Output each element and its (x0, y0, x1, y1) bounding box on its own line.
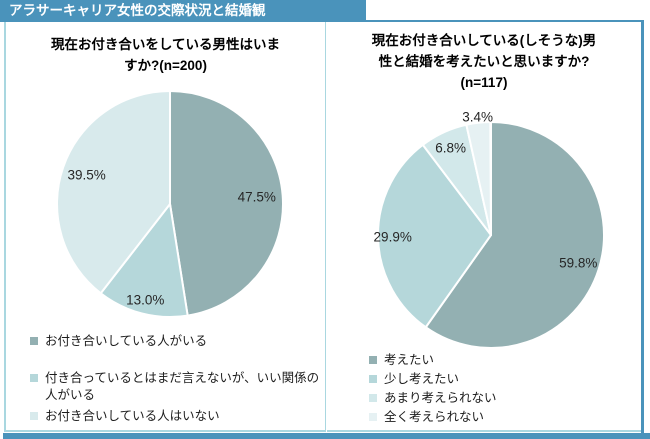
chart-title-line: 現在お付き合いしている(しそうな)男 (371, 33, 597, 48)
legend-label: あまり考えられない (384, 391, 497, 405)
pie-slice-value-label: 13.0% (126, 292, 165, 308)
chart-title-line: 性と結婚を考えたいと思いますか? (378, 53, 590, 69)
bottom-border-bar (3, 433, 650, 439)
pie-slice (377, 143, 492, 329)
legend-swatch (30, 337, 38, 345)
legend-swatch (30, 412, 38, 420)
top-border-line (366, 20, 644, 22)
pie-slice-value-label: 29.9% (373, 229, 412, 245)
legend-item: お付き合いしている人はいない (30, 408, 322, 425)
right-border-line (641, 20, 644, 433)
pie-slice (99, 203, 189, 318)
legend-item: あまり考えられない (369, 391, 629, 405)
legend-swatch (369, 375, 377, 383)
panel-dating-status-chart: 現在お付き合いをしている男性はいま すか?(n=200) 47.5% 13.0% 39.… (4, 22, 326, 432)
legend-item: お付き合いしている人がいる (30, 333, 322, 350)
legend-label: 付き合っているとはまだ言えないが、いい関係の人がいる (45, 371, 320, 402)
header-title: アラサーキャリア女性の交際状況と結婚観 (9, 3, 266, 18)
pie-slice (56, 90, 171, 295)
legend-swatch (369, 413, 377, 421)
legend-label: 全く考えられない (384, 410, 485, 424)
header-bar: アラサーキャリア女性の交際状況と結婚観 (0, 0, 366, 22)
pie-chart (56, 90, 284, 318)
pie-slice-value-label: 39.5% (67, 167, 106, 183)
chart-title-line: (n=117) (460, 74, 508, 90)
chart-title-line: 現在お付き合いをしている男性はいま (50, 37, 281, 52)
pie-slice-value-label: 47.5% (237, 189, 276, 205)
legend-swatch (369, 356, 377, 364)
legend-item: 少し考えたい (369, 372, 629, 386)
legend-swatch (30, 374, 38, 382)
legend-item: 考えたい (369, 353, 629, 367)
pie-slice-value-label: 3.4% (462, 109, 493, 125)
pie-chart (377, 121, 605, 349)
legend-label: 少し考えたい (384, 372, 460, 386)
panel-marriage-intent-chart: 現在お付き合いしている(しそうな)男 性と結婚を考えたいと思いますか? (n=117… (327, 22, 641, 432)
legend-item: 付き合っているとはまだ言えないが、いい関係の人がいる (30, 370, 322, 404)
legend-label: お付き合いしている人はいない (45, 409, 220, 423)
legend-label: 考えたい (384, 353, 435, 367)
legend-label: お付き合いしている人がいる (45, 334, 208, 348)
chart-title: 現在お付き合いしている(しそうな)男 性と結婚を考えたいと思いますか? (n=117… (327, 31, 641, 94)
pie-slice (424, 121, 605, 349)
pie-slice-value-label: 6.8% (435, 140, 467, 156)
chart-title-line: すか?(n=200) (124, 57, 207, 73)
legend-item: 全く考えられない (369, 410, 629, 424)
chart-title: 現在お付き合いをしている男性はいま すか?(n=200) (6, 35, 325, 77)
legend-swatch (369, 394, 377, 402)
pie-slice-value-label: 59.8% (559, 255, 598, 271)
pie-slice (465, 121, 492, 236)
pie-slice (169, 90, 284, 317)
legend: 考えたい少し考えたいあまり考えられない 全く考えられない (369, 353, 629, 429)
legend: お付き合いしている人がいる付き合っているとはまだ言えないが、いい関係の人がいるお… (30, 333, 322, 425)
